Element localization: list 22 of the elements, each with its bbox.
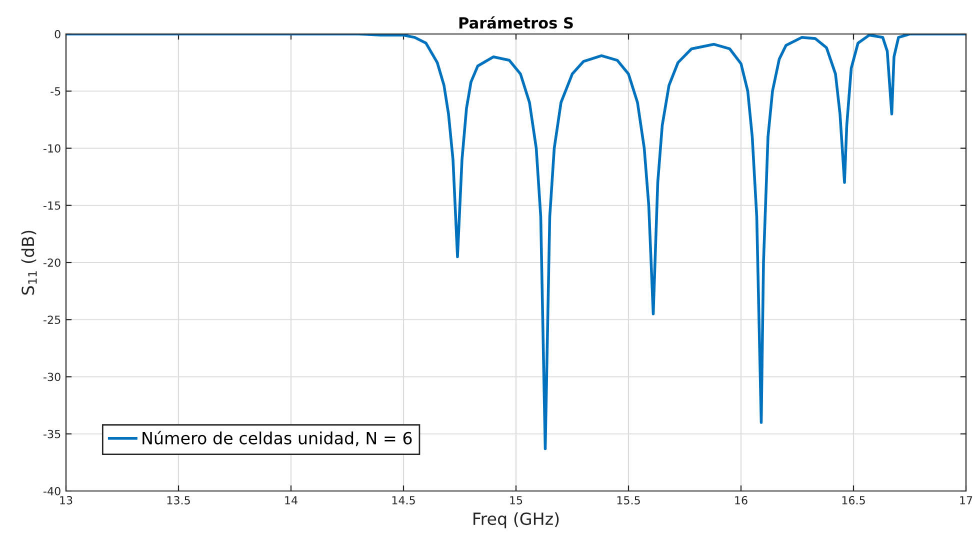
x-tick-label: 15 — [510, 496, 522, 504]
x-tick-label: 13.5 — [167, 496, 190, 504]
x-tick-label: 17 — [960, 496, 972, 504]
y-tick-label: -35 — [44, 430, 60, 438]
x-tick-label: 14 — [285, 496, 298, 504]
y-tick-label: -10 — [44, 144, 60, 153]
y-tick-label: -25 — [44, 316, 60, 324]
x-tick-label: 14.5 — [392, 496, 415, 504]
x-tick-label: 16 — [735, 496, 748, 504]
x-tick-label: 15.5 — [617, 496, 640, 504]
y-tick-label: -5 — [50, 87, 60, 96]
y-tick-label: -40 — [44, 486, 60, 496]
x-tick-label: 16.5 — [842, 496, 865, 504]
y-axis-title: S$_{11}$ (dB) — [21, 230, 37, 295]
y-tick-label: -30 — [44, 372, 60, 382]
y-tick-label: -20 — [44, 258, 60, 267]
x-tick-label: 13 — [60, 496, 72, 504]
legend-label: Número de celdas unidad, N = 6 — [142, 430, 412, 446]
chart-title: Parámetros S — [459, 16, 573, 29]
y-tick-label: -15 — [44, 201, 60, 210]
y-tick-label: 0 — [54, 30, 60, 38]
x-axis-title: Freq (GHz) — [474, 512, 559, 528]
